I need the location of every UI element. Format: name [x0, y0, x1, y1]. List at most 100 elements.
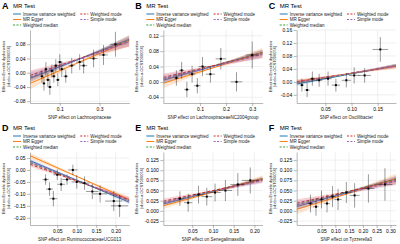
figure: 0.10.3-0.08-0.040.000.040.08SNP effect o… [0, 0, 400, 244]
legend: Inverse variance weightedMR EggerWeighte… [13, 12, 122, 28]
tick-mark [294, 211, 297, 212]
grid [30, 30, 129, 103]
x-axis-title: SNP effect on LachnospiraceaeNC2004group [167, 115, 259, 120]
legend: Inverse variance weightedMR EggerWeighte… [146, 134, 255, 150]
error-bar-x [231, 81, 243, 82]
error-bar-x [111, 205, 128, 206]
error-bar-x [69, 65, 75, 66]
error-bar-y [181, 62, 182, 79]
error-bar-x [42, 83, 45, 84]
confidence-band [30, 159, 129, 203]
y-axis: -0.040.000.040.080.120.16 [281, 27, 297, 103]
legend-label: MR Egger [290, 17, 311, 22]
grid-line [115, 152, 116, 225]
legend-entry: MR Egger [146, 139, 177, 144]
tick: 0.10 [331, 225, 341, 234]
tick-label: 0.00 [16, 167, 26, 173]
point [326, 203, 328, 205]
error-bar-x [300, 85, 304, 86]
point [321, 198, 323, 200]
error-bar-x [334, 199, 341, 200]
tick-mark [294, 43, 297, 44]
plot-area: 0.050.100.150.20-0.20-0.15-0.10-0.050.00… [14, 152, 130, 242]
grid-line [163, 220, 262, 221]
tick: 0.100 [280, 167, 297, 173]
grid-line [297, 210, 396, 211]
legend-swatch [146, 136, 154, 137]
tick: -0.15 [14, 203, 30, 209]
error-bar-y [202, 57, 203, 76]
tick-mark [27, 44, 30, 45]
point [220, 58, 222, 60]
tick: 0.00 [16, 167, 30, 173]
error-bar-y [354, 67, 355, 83]
tick-label: 0.000 [146, 208, 159, 214]
grid-line [76, 152, 77, 225]
error-bar-y [72, 165, 73, 176]
legend-entry: Weighted mode [80, 134, 122, 139]
point [93, 57, 95, 59]
error-bar-y [301, 79, 302, 92]
error-bar-x [50, 70, 54, 71]
tick: 0.08 [149, 48, 163, 54]
error-bar-x [242, 180, 259, 181]
legend-entry: Weighted mode [347, 12, 389, 17]
error-bar-x [329, 196, 336, 197]
legend-swatch [214, 19, 222, 20]
tick: 0.00 [282, 79, 296, 85]
legend-swatch [280, 19, 288, 20]
title: MR Test [146, 125, 168, 131]
tick: -0.025 [145, 218, 164, 224]
panel: 0.10.3-0.08-0.040.000.040.08SNP effect o… [1, 1, 130, 120]
tick: 0.16 [282, 27, 296, 33]
tick-mark [294, 69, 297, 70]
tick-label: -0.05 [14, 179, 26, 185]
point [309, 203, 311, 205]
legend-swatch [13, 19, 21, 20]
legend-label: Simple mode [224, 139, 251, 144]
tick-label: 0.16 [282, 27, 292, 33]
point [181, 69, 183, 71]
point [345, 79, 347, 81]
error-bar-x [194, 194, 204, 195]
tick-mark [27, 170, 30, 171]
y-axis-title: Effect on Erectile dysfunction(id:ebi-a-… [268, 163, 278, 215]
legend-swatch [280, 14, 288, 15]
grid-line [297, 160, 396, 161]
tick-label: -0.08 [14, 98, 26, 104]
grid-line [30, 157, 129, 158]
legend-entry: Weighted mode [80, 12, 122, 17]
error-bar-y [327, 195, 328, 213]
legend-label: MR Egger [23, 17, 44, 22]
legend-label: Simple mode [357, 139, 384, 144]
tick: 0.04 [16, 56, 30, 62]
point [52, 198, 54, 200]
legend-entry: Weighted median [146, 23, 191, 28]
tick-label: 0.10 [331, 228, 341, 234]
title: MR Test [146, 3, 168, 9]
point [191, 73, 193, 75]
error-bar-x [99, 54, 108, 55]
tick-label: 0.30 [386, 228, 396, 234]
tick-label: 0.05 [321, 106, 331, 112]
tick-label: 0.12 [149, 33, 159, 39]
tick: 0.20 [250, 225, 260, 234]
error-bar-y [53, 191, 54, 206]
legend-entry: MR Egger [13, 139, 44, 144]
tick-label: 0.15 [92, 228, 102, 234]
panel-label: A [2, 1, 9, 11]
grid-line [297, 30, 396, 31]
tick-mark [294, 201, 297, 202]
grid-line [99, 30, 100, 103]
regression-line [163, 181, 262, 203]
error-bar-x [80, 65, 87, 66]
tick-mark [27, 218, 30, 219]
point [364, 74, 366, 76]
tick-mark [160, 97, 163, 98]
tick: 0.050 [280, 188, 297, 194]
point [354, 194, 356, 196]
tick: 0.025 [280, 198, 297, 204]
error-bar-y [346, 182, 347, 203]
error-bar-x [79, 183, 89, 184]
tick-mark [160, 211, 163, 212]
